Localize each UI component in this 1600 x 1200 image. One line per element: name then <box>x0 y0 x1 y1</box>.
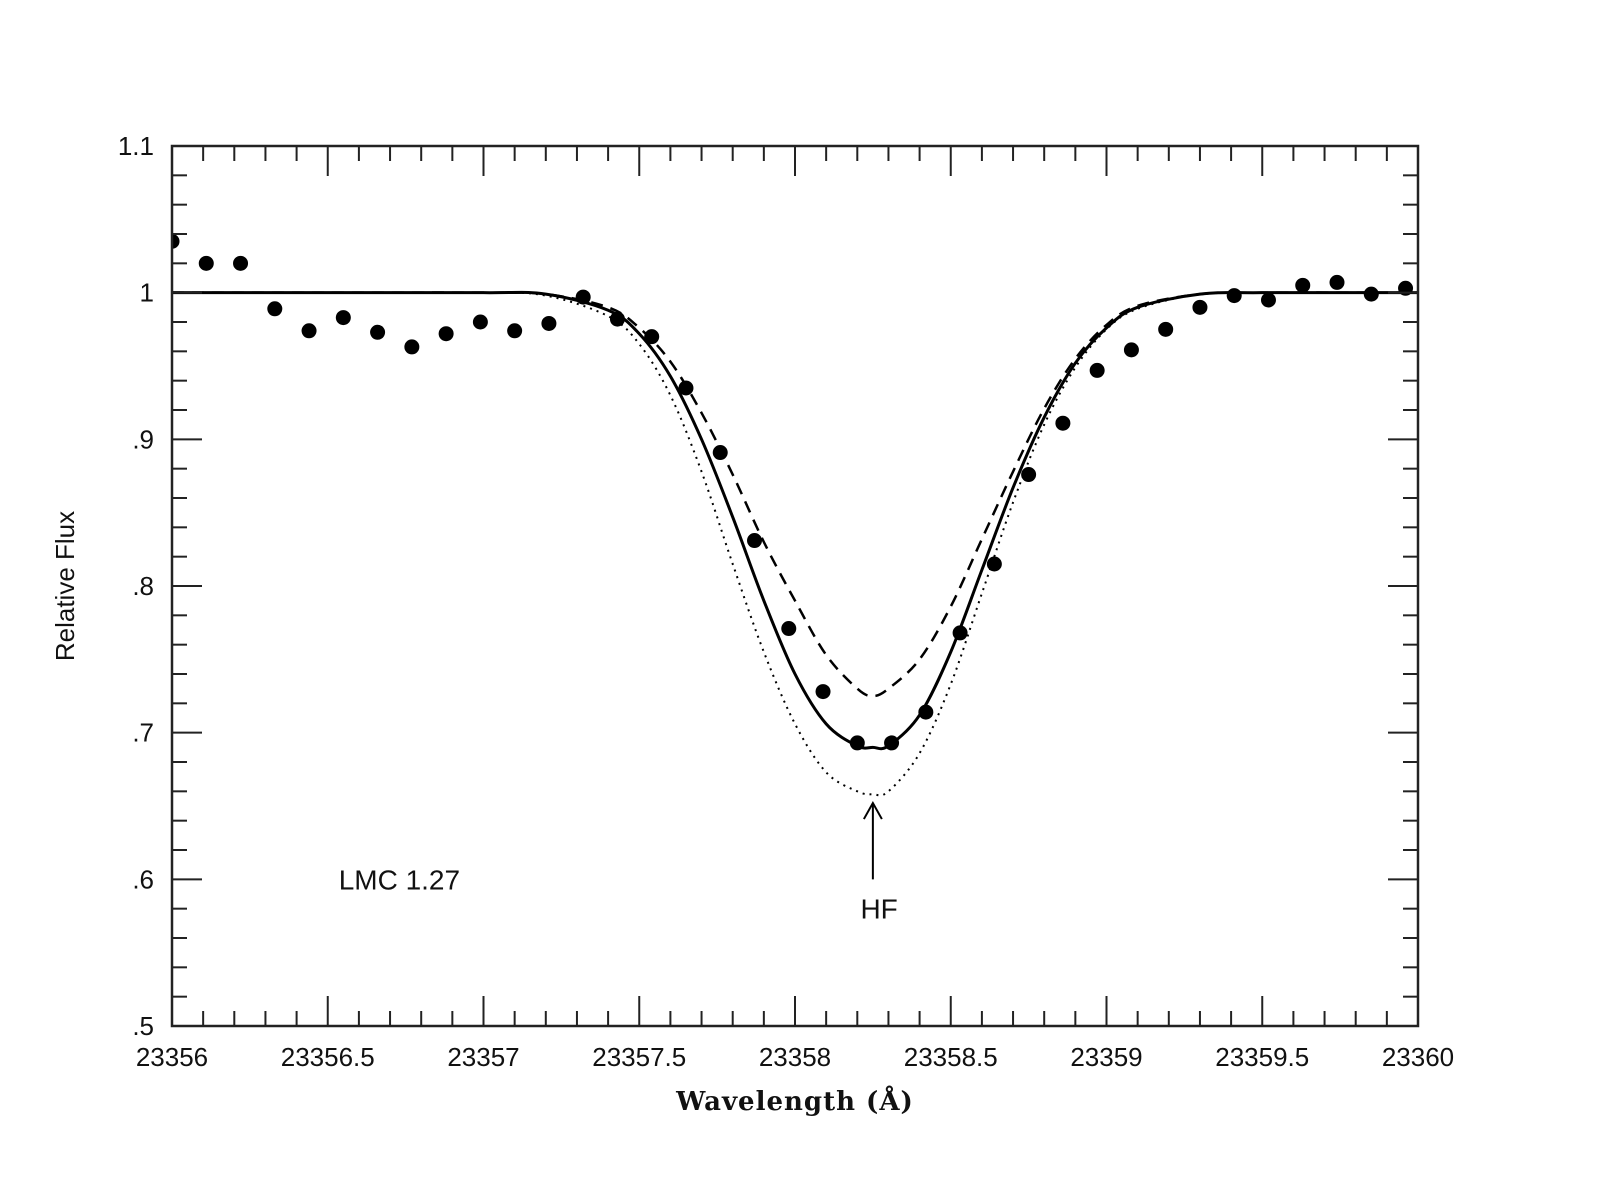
dashed-model-line <box>172 291 1418 698</box>
data-point <box>781 621 797 637</box>
plot-area <box>172 233 1418 797</box>
data-point <box>438 326 454 342</box>
dotted-model-line <box>172 291 1418 797</box>
data-point <box>1260 292 1276 308</box>
data-point <box>1089 362 1105 378</box>
x-tick-label: 23358 <box>759 1042 831 1072</box>
data-point <box>1295 277 1311 293</box>
solid-model-line <box>172 290 1418 751</box>
data-point <box>1329 274 1345 290</box>
y-tick-label: .8 <box>132 571 154 601</box>
data-point <box>678 380 694 396</box>
data-point <box>1192 299 1208 315</box>
series-layer <box>172 233 1418 797</box>
data-point <box>233 255 249 271</box>
y-tick-label: .7 <box>132 718 154 748</box>
data-point <box>1055 415 1071 431</box>
data-point <box>747 533 763 549</box>
tick-labels: 23356 23356.5 23357 23357.5 23358 23358.5 2335… <box>118 131 1454 1072</box>
data-point <box>472 314 488 330</box>
hf-arrow-head <box>863 801 883 820</box>
data-point <box>1226 288 1242 304</box>
y-tick-label: .6 <box>132 864 154 894</box>
y-tick-label: 1.1 <box>118 131 154 161</box>
data-point <box>404 339 420 355</box>
object-label: LMC 1.27 <box>339 864 460 895</box>
data-point <box>172 233 180 249</box>
data-point <box>335 310 351 326</box>
data-point <box>644 329 660 345</box>
x-tick-label: 23357 <box>447 1042 519 1072</box>
x-axis-title: Wavelength (Å) <box>675 1086 914 1117</box>
x-tick-label: 23357.5 <box>592 1042 686 1072</box>
axis-ticks <box>171 145 1419 1027</box>
hf-label: HF <box>860 894 897 925</box>
y-tick-label: .9 <box>132 424 154 454</box>
y-tick-label: .5 <box>132 1011 154 1041</box>
data-point <box>541 315 557 331</box>
data-point <box>301 323 317 339</box>
x-tick-label: 23358.5 <box>904 1042 998 1072</box>
data-point <box>986 556 1002 572</box>
y-tick-label: 1 <box>140 278 154 308</box>
data-point <box>370 324 386 340</box>
annotations: LMC 1.27 HF <box>339 801 898 925</box>
data-point <box>1123 342 1139 358</box>
x-tick-label: 23359.5 <box>1215 1042 1309 1072</box>
x-tick-label: 23360 <box>1382 1042 1454 1072</box>
data-point <box>507 323 523 339</box>
x-tick-label: 23356.5 <box>281 1042 375 1072</box>
data-point <box>815 684 831 700</box>
data-point <box>198 255 214 271</box>
data-point <box>1158 321 1174 337</box>
data-point <box>1021 467 1037 483</box>
data-point <box>609 311 625 327</box>
data-point <box>1363 286 1379 302</box>
y-axis-title: Relative Flux <box>50 511 80 661</box>
x-tick-label: 23359 <box>1070 1042 1142 1072</box>
x-tick-label: 23356 <box>136 1042 208 1072</box>
data-point <box>267 301 283 317</box>
